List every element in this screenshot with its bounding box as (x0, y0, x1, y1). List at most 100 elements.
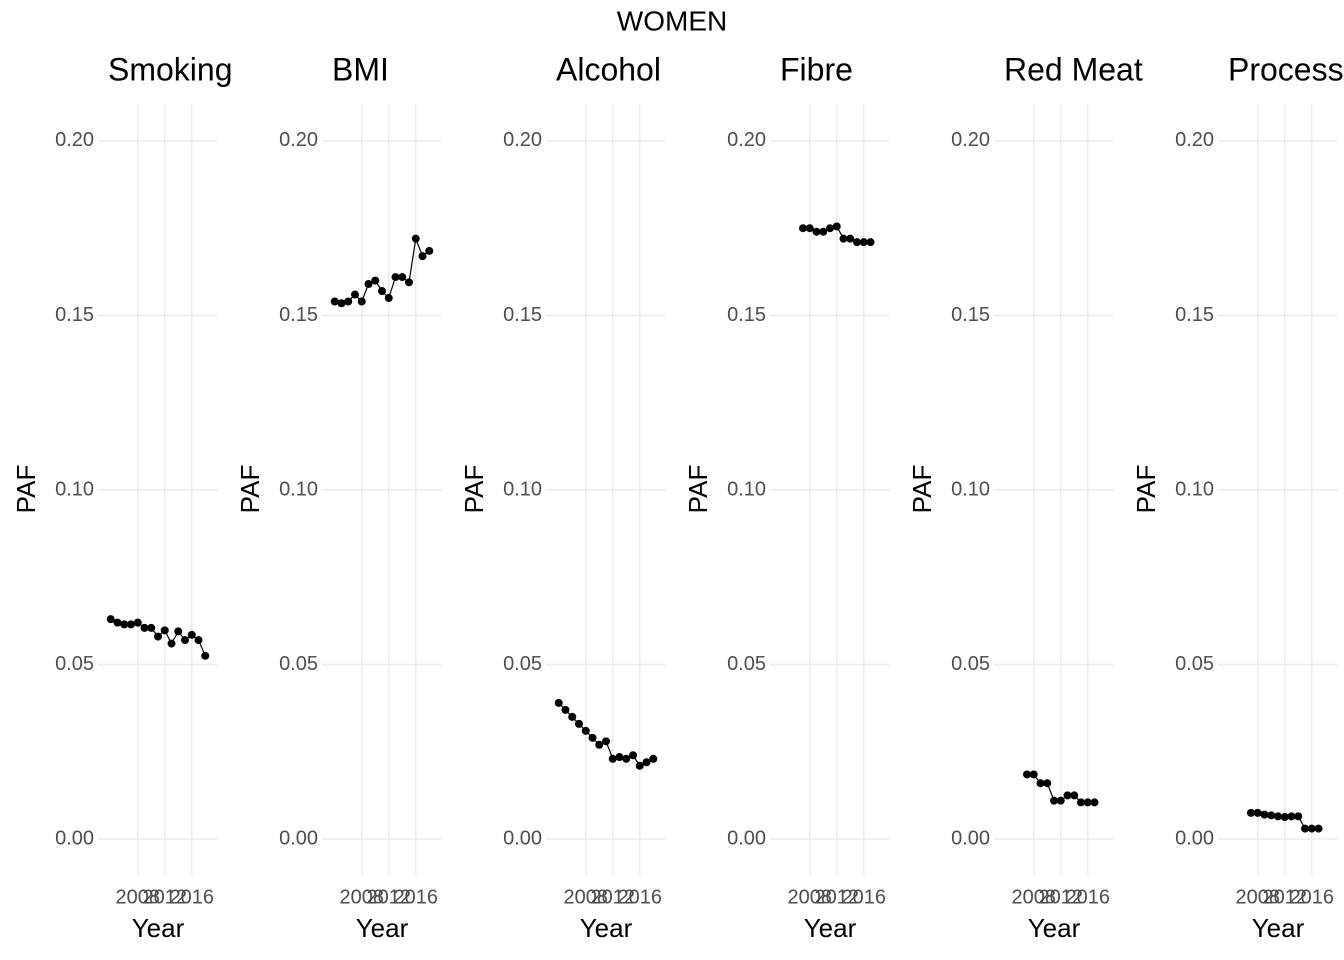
x-tick-label: 2008 (1235, 886, 1280, 908)
x-tick-label: 2008 (1011, 886, 1056, 908)
y-axis-label: PAF (11, 465, 41, 514)
y-tick-label: 0.00 (55, 827, 94, 849)
point (133, 618, 142, 627)
x-tick-label: 2012 (143, 886, 188, 908)
point (1246, 808, 1255, 817)
y-tick-label: 0.05 (951, 653, 990, 675)
point (364, 280, 373, 289)
y-tick-label: 0.05 (503, 653, 542, 675)
point (1260, 810, 1269, 819)
point (1267, 811, 1276, 820)
y-tick-label: 0.00 (279, 827, 318, 849)
point (126, 620, 135, 629)
point (615, 753, 624, 762)
x-axis-label: Year (1252, 913, 1305, 943)
y-axis-label: PAF (235, 465, 265, 514)
point (106, 615, 115, 624)
x-tick-label: 2008 (115, 886, 160, 908)
point (581, 726, 590, 735)
y-tick-label: 0.10 (951, 478, 990, 500)
panel-title: Fibre (780, 51, 853, 87)
y-tick-label: 0.10 (279, 478, 318, 500)
y-tick-label: 0.20 (727, 129, 766, 151)
x-tick-label: 2012 (367, 886, 412, 908)
point (344, 297, 353, 306)
point (1063, 791, 1072, 800)
point (1287, 812, 1296, 821)
y-tick-label: 0.20 (55, 129, 94, 151)
point (1050, 796, 1058, 805)
x-tick-label: 2016 (842, 886, 887, 908)
y-tick-label: 0.10 (55, 478, 94, 500)
y-tick-label: 0.00 (951, 827, 990, 849)
point (832, 222, 841, 231)
point (160, 626, 169, 635)
y-tick-label: 0.10 (503, 478, 542, 500)
x-tick-label: 2016 (618, 886, 663, 908)
y-tick-label: 0.15 (55, 304, 94, 326)
panel-title: Smoking (108, 51, 233, 87)
point (411, 234, 420, 243)
point (1022, 770, 1031, 779)
y-tick-label: 0.20 (279, 129, 318, 151)
panel: Red Meat 0.00 0.05 0.10 0.15 0.20 200820122016… (907, 51, 1143, 942)
point (201, 651, 210, 660)
y-tick-label: 0.00 (727, 827, 766, 849)
point (174, 627, 183, 636)
point (805, 224, 814, 233)
y-tick-label: 0.05 (55, 653, 94, 675)
y-tick-label: 0.15 (503, 304, 542, 326)
point (602, 737, 610, 746)
point (1056, 796, 1065, 805)
x-axis-label: Year (580, 913, 633, 943)
x-tick-label: 2012 (591, 886, 636, 908)
x-tick-label: 2016 (1290, 886, 1335, 908)
x-tick-label: 2008 (339, 886, 384, 908)
point (405, 278, 414, 287)
point (1043, 779, 1052, 788)
point (846, 234, 855, 243)
point (859, 238, 868, 247)
y-tick-label: 0.05 (279, 653, 318, 675)
point (194, 636, 203, 645)
y-tick-label: 0.20 (503, 129, 542, 151)
y-tick-label: 0.15 (279, 304, 318, 326)
y-tick-label: 0.15 (1175, 304, 1214, 326)
x-tick-label: 2008 (563, 886, 608, 908)
point (330, 297, 339, 306)
y-tick-label: 0.00 (503, 827, 542, 849)
point (798, 224, 807, 233)
point (1294, 812, 1303, 821)
point (595, 740, 604, 749)
x-tick-label: 2016 (1066, 886, 1111, 908)
point (642, 758, 651, 767)
y-tick-label: 0.15 (727, 304, 766, 326)
point (1274, 812, 1282, 821)
point (167, 639, 176, 648)
point (425, 246, 434, 255)
panel-title: Alcohol (556, 51, 661, 87)
point (574, 719, 583, 728)
point (622, 754, 631, 763)
point (1036, 779, 1045, 788)
point (371, 276, 380, 285)
y-axis-label: PAF (907, 465, 937, 514)
point (350, 290, 359, 299)
point (866, 238, 875, 247)
x-axis-label: Year (804, 913, 857, 943)
point (120, 620, 129, 629)
x-tick-label: 2016 (394, 886, 439, 908)
point (1077, 798, 1086, 807)
x-tick-label: 2012 (1039, 886, 1084, 908)
point (561, 705, 570, 714)
x-tick-label: 2016 (170, 886, 215, 908)
y-axis-label: PAF (1131, 465, 1161, 514)
x-tick-label: 2012 (1263, 886, 1308, 908)
point (147, 623, 156, 632)
point (154, 632, 162, 641)
point (1090, 798, 1099, 807)
